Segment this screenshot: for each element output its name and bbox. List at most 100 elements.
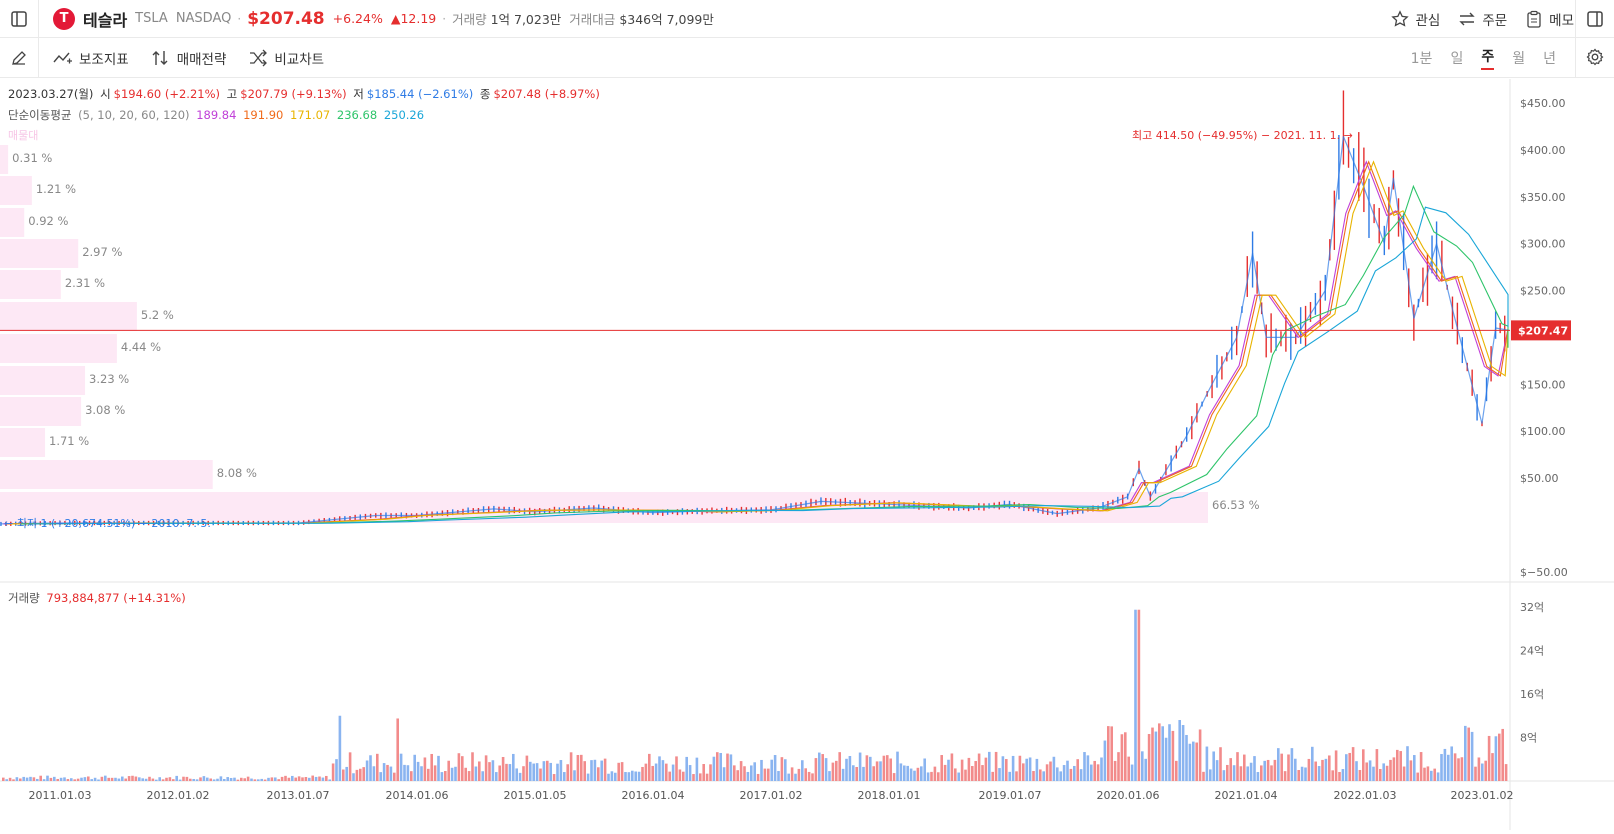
volume-bar — [66, 779, 70, 781]
ma5-value: 189.84 — [196, 108, 237, 122]
sidebar-toggle-icon[interactable] — [0, 0, 38, 38]
volume-bar — [1379, 768, 1382, 781]
volume-bar — [794, 773, 797, 781]
volume-bar — [1049, 761, 1052, 781]
tab-1min[interactable]: 1분 — [1410, 51, 1433, 67]
volume-bar — [1215, 760, 1219, 781]
volume-bar — [1008, 771, 1011, 781]
volume-bar — [399, 753, 403, 781]
volume-bar — [406, 765, 410, 781]
volume-bar — [284, 775, 287, 781]
compare-chart-button[interactable]: 비교차트 — [248, 48, 324, 68]
volume-bar — [1470, 731, 1474, 781]
volume-bar — [1273, 759, 1277, 781]
volume-bar — [512, 753, 515, 781]
volume-bar — [1164, 737, 1168, 781]
watchlist-button[interactable]: 관심 — [1391, 9, 1440, 29]
volume-bar — [1430, 770, 1433, 781]
volume-bar — [818, 752, 821, 781]
draw-tool-button[interactable] — [0, 39, 38, 77]
volume-bar — [1093, 760, 1096, 781]
volume-bar — [12, 779, 15, 781]
ma20-value: 171.07 — [290, 108, 331, 122]
chart-area[interactable]: 매물대 0.31 % 1.21 % 0.92 % 2.97 % 2.31 % 5.2 % 4.… — [0, 79, 1614, 830]
volume-bar — [1127, 756, 1130, 781]
volume-profile-bar — [0, 334, 117, 363]
volume-bar — [223, 778, 226, 781]
indicators-button[interactable]: 보조지표 — [53, 48, 129, 68]
volume-bar — [53, 776, 56, 781]
volume-bar — [780, 757, 784, 781]
volume-bar — [192, 778, 195, 781]
volume-bar — [1205, 746, 1209, 781]
volume-bar — [325, 775, 328, 781]
volume-bar — [634, 771, 637, 781]
price-axis-label: $250.00 — [1520, 285, 1566, 298]
tab-week[interactable]: 주 — [1481, 46, 1495, 70]
volume-bar — [767, 768, 770, 781]
volume-bar — [246, 776, 250, 781]
volume-bar — [491, 760, 495, 781]
volume-bar — [855, 766, 858, 781]
star-icon — [1391, 10, 1410, 27]
volume-bar — [1304, 767, 1307, 781]
volume-bar — [348, 752, 352, 781]
volume-bar — [1062, 765, 1066, 781]
volume-bar — [1484, 760, 1487, 781]
stock-name: 테슬라 — [83, 10, 128, 30]
volume-bar — [886, 755, 889, 781]
volume-bar — [692, 774, 695, 781]
volume-bar — [1443, 748, 1447, 781]
volume-bar — [617, 762, 620, 781]
volume-bar — [1192, 741, 1195, 781]
period-tabs: 1분 일 주 월 년 — [1411, 38, 1556, 78]
strategy-button[interactable]: 매매전략 — [151, 48, 226, 68]
volume-bar — [556, 763, 559, 781]
volume-bar — [318, 776, 321, 781]
right-panel-toggle-icon[interactable] — [1576, 0, 1614, 38]
volume-profile-bar — [0, 145, 9, 174]
price-axis-label: $150.00 — [1520, 378, 1566, 391]
volume-bar — [1130, 764, 1134, 781]
volume-bar — [138, 777, 141, 781]
volume-bar — [1294, 758, 1297, 781]
volume-bar — [467, 771, 471, 781]
volume-bar — [576, 755, 580, 781]
volume-bar — [947, 759, 950, 781]
volume-bar — [335, 759, 338, 781]
volume-bar — [93, 777, 97, 781]
volume-bar — [869, 756, 872, 781]
volume-bar — [1015, 771, 1018, 781]
volume-bar — [36, 778, 39, 781]
volume-bar — [427, 768, 430, 781]
volume-bar — [682, 771, 685, 781]
volume-profile-label: 66.53 % — [1212, 498, 1260, 512]
volume-profile-bar — [0, 239, 79, 268]
volume-bar — [70, 778, 73, 781]
tab-month[interactable]: 월 — [1512, 51, 1526, 67]
volume-bar — [954, 768, 957, 781]
tab-day[interactable]: 일 — [1450, 51, 1464, 67]
volume-bar — [964, 769, 967, 781]
volume-bar — [631, 770, 634, 781]
volume-bar — [661, 760, 665, 781]
price-axis-label: $100.00 — [1520, 425, 1566, 438]
chart-settings-button[interactable] — [1576, 38, 1614, 76]
volume-bar — [270, 777, 274, 781]
volume-bar — [165, 777, 168, 781]
volume-bar — [688, 765, 692, 781]
memo-button[interactable]: 메모 — [1525, 9, 1574, 29]
volume-bar — [161, 779, 165, 781]
price-axis-label: $400.00 — [1520, 144, 1566, 157]
tab-year[interactable]: 년 — [1543, 51, 1556, 67]
volume-bar — [1032, 771, 1035, 781]
volume-bar — [1504, 764, 1508, 781]
volume-bar — [355, 769, 359, 781]
volume-bar — [1477, 757, 1481, 781]
volume-bar — [1317, 766, 1321, 781]
volume-bar — [359, 768, 362, 781]
volume-bar — [1297, 770, 1300, 781]
gear-icon — [1586, 48, 1604, 66]
volume-bar — [1266, 759, 1270, 781]
order-button[interactable]: 주문 — [1458, 9, 1507, 29]
